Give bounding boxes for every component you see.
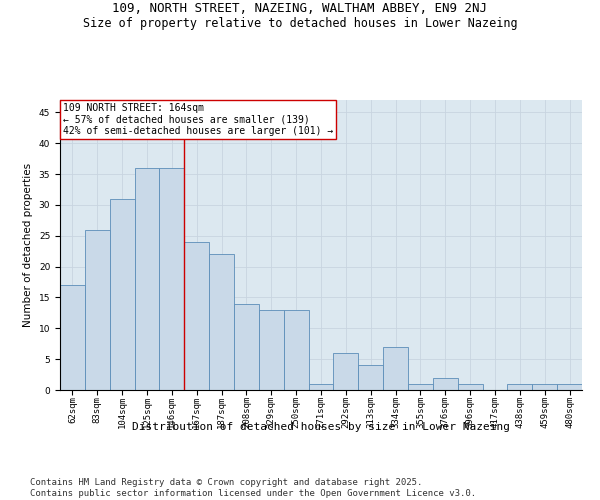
Bar — [358, 366, 383, 390]
Bar — [160, 168, 184, 390]
Bar — [383, 347, 408, 390]
Text: Distribution of detached houses by size in Lower Nazeing: Distribution of detached houses by size … — [132, 422, 510, 432]
Text: 109 NORTH STREET: 164sqm
← 57% of detached houses are smaller (139)
42% of semi-: 109 NORTH STREET: 164sqm ← 57% of detach… — [62, 103, 333, 136]
Y-axis label: Number of detached properties: Number of detached properties — [23, 163, 33, 327]
Text: Size of property relative to detached houses in Lower Nazeing: Size of property relative to detached ho… — [83, 16, 517, 30]
Bar — [110, 198, 134, 390]
Bar — [532, 384, 557, 390]
Bar — [209, 254, 234, 390]
Bar — [134, 168, 160, 390]
Bar — [259, 310, 284, 390]
Text: 109, NORTH STREET, NAZEING, WALTHAM ABBEY, EN9 2NJ: 109, NORTH STREET, NAZEING, WALTHAM ABBE… — [113, 2, 487, 16]
Bar — [308, 384, 334, 390]
Text: Contains HM Land Registry data © Crown copyright and database right 2025.
Contai: Contains HM Land Registry data © Crown c… — [30, 478, 476, 498]
Bar — [408, 384, 433, 390]
Bar — [458, 384, 482, 390]
Bar — [557, 384, 582, 390]
Bar — [184, 242, 209, 390]
Bar — [334, 353, 358, 390]
Bar — [60, 285, 85, 390]
Bar — [508, 384, 532, 390]
Bar — [284, 310, 308, 390]
Bar — [433, 378, 458, 390]
Bar — [234, 304, 259, 390]
Bar — [85, 230, 110, 390]
